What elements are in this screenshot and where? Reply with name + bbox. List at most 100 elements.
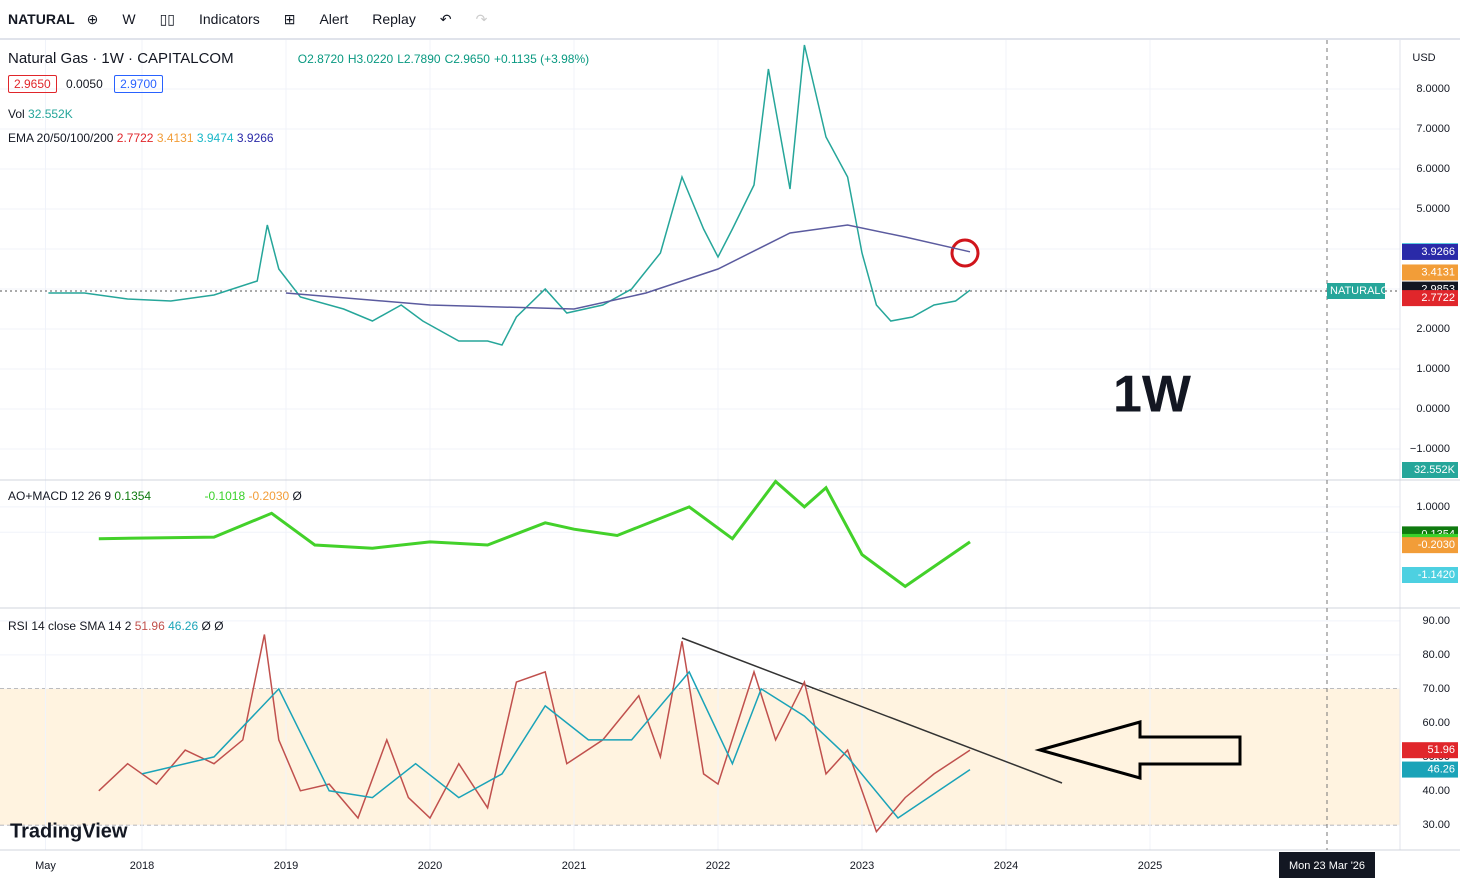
macd-value: 0.1354 [114, 489, 152, 503]
ask[interactable]: 2.9700 [114, 75, 163, 93]
symbol-title: Natural Gas · 1W · CAPITALCOM [8, 50, 234, 67]
series-line [48, 44, 971, 346]
x-tick-label: 2019 [274, 860, 298, 872]
y-tick-label: −1.0000 [1410, 443, 1450, 455]
price-badge-text: -0.2030 [1418, 539, 1455, 551]
undo[interactable]: ↶ [439, 10, 452, 27]
rsi-label: RSI 14 close SMA 14 2 [8, 619, 132, 633]
volume-badge-text: 32.552K [1414, 464, 1456, 476]
y-tick-label: 7.0000 [1416, 123, 1450, 135]
y-tick-label: 80.00 [1422, 649, 1450, 661]
interval-annotation: 1W [1113, 366, 1192, 424]
ema-value: 3.4131 [156, 131, 194, 145]
y-tick-label: 40.00 [1422, 785, 1450, 797]
series-line [98, 634, 971, 834]
x-tick-label: 2023 [850, 860, 874, 872]
rsi-value: 46.26 [168, 619, 199, 633]
y-tick-label: 2.0000 [1416, 323, 1450, 335]
rsi-value: Ø [201, 619, 211, 633]
watermark: TradingView [10, 820, 128, 842]
toolbar: NATURAL ⊕ W ▯▯ Indicators ⊞ Alert Replay… [0, 0, 1460, 40]
crosshair-date-bg [1279, 852, 1375, 878]
price-badge-text: 3.4131 [1421, 266, 1455, 278]
highlight-circle [950, 238, 980, 268]
y-tick-label: 70.00 [1422, 683, 1450, 695]
rsi-value: Ø [214, 619, 224, 633]
macd-value: -0.1018 [204, 489, 246, 503]
series-line [285, 224, 971, 310]
y-tick-label: 90.00 [1422, 615, 1450, 627]
rsi-value: 51.96 [134, 619, 165, 633]
spread: 0.0050 [66, 77, 103, 91]
x-tick-label: 2024 [994, 860, 1018, 872]
level-band [0, 688, 1400, 825]
x-tick-label: 2018 [130, 860, 154, 872]
vol-value: 32.552K [28, 107, 73, 121]
add-symbol[interactable]: ⊕ [86, 10, 99, 27]
ohlc-value: L2.7890 [397, 52, 441, 66]
ohlc-value: H3.0220 [347, 52, 394, 66]
price-badge [1402, 290, 1458, 307]
ema-legend: EMA 20/50/100/200 2.7722 3.4131 3.9474 3… [8, 131, 274, 145]
symbol-search[interactable]: NATURAL [8, 11, 75, 27]
series-line [141, 670, 971, 820]
replay[interactable]: Replay [372, 11, 416, 27]
x-tick-label: May [35, 860, 56, 872]
arrow [1034, 720, 1242, 780]
alert[interactable]: Alert [319, 11, 349, 27]
vol-label: Vol [8, 107, 25, 121]
macd-value: Ø [292, 489, 302, 503]
y-tick-label: 8.0000 [1416, 83, 1450, 95]
price-badge-text: 46.26 [1427, 763, 1455, 775]
ema-value: 2.7722 [116, 131, 154, 145]
y-tick-label: 60.00 [1422, 717, 1450, 729]
crosshair-date: Mon 23 Mar '26 [1289, 860, 1365, 872]
y-tick-label: 6.0000 [1416, 163, 1450, 175]
layouts[interactable]: ⊞ [283, 10, 296, 27]
symbol-tag [1327, 283, 1385, 299]
x-tick-label: 2021 [562, 860, 586, 872]
bid[interactable]: 2.9650 [8, 75, 57, 93]
ohlc: O2.8720 H3.0220 L2.7890 C2.9650 +0.1135 (+3.… [298, 52, 593, 66]
rsi-legend: RSI 14 close SMA 14 2 51.96 46.26 Ø Ø [8, 619, 224, 633]
macd-label: AO+MACD 12 26 9 [8, 489, 112, 503]
price-badge [1402, 264, 1458, 281]
volume-legend: Vol 32.552K [8, 107, 73, 121]
price-badge-text: 51.96 [1427, 744, 1455, 756]
y-tick-label: 1.0000 [1416, 363, 1450, 375]
ohlc-value: O2.8720 [297, 52, 344, 66]
ema-label: EMA 20/50/100/200 [8, 131, 114, 145]
currency[interactable]: USD [1412, 52, 1435, 64]
ohlc-value: C2.9650 [444, 52, 490, 66]
chart-type[interactable]: ▯▯ [159, 10, 175, 27]
quote: 2.9650 0.0050 2.9700 [8, 75, 169, 93]
y-tick-label: 30.00 [1422, 819, 1450, 831]
price-badge [1402, 537, 1458, 554]
series-line [98, 479, 971, 589]
interval[interactable]: W [122, 11, 136, 27]
symbol-tag-text: NATURALC [1330, 285, 1389, 297]
indicators[interactable]: Indicators [199, 11, 260, 27]
ema-value: 3.9474 [196, 131, 234, 145]
volume-badge [1402, 462, 1458, 478]
ohlc-value: +0.1135 (+3.98%) [493, 52, 590, 66]
price-badge-text: 3.9266 [1421, 246, 1455, 258]
y-tick-label: 1.0000 [1416, 501, 1450, 513]
price-badge [1402, 243, 1458, 260]
price-badge [1402, 566, 1458, 583]
x-tick-label: 2020 [418, 860, 442, 872]
price-badge [1402, 742, 1458, 759]
trend-line [681, 637, 1063, 784]
x-tick-label: 2022 [706, 860, 730, 872]
price-badge-text: -1.1420 [1418, 569, 1455, 581]
macd-legend: AO+MACD 12 26 9 0.1354 -0.1018 -0.2030 Ø [8, 489, 302, 503]
y-tick-label: 0.0000 [1416, 403, 1450, 415]
ema-value: 3.9266 [236, 131, 274, 145]
price-badge-text: 2.7722 [1421, 292, 1455, 304]
x-tick-label: 2025 [1138, 860, 1162, 872]
y-tick-label: 5.0000 [1416, 203, 1450, 215]
redo[interactable]: ↷ [475, 10, 488, 27]
price-badge [1402, 761, 1458, 778]
